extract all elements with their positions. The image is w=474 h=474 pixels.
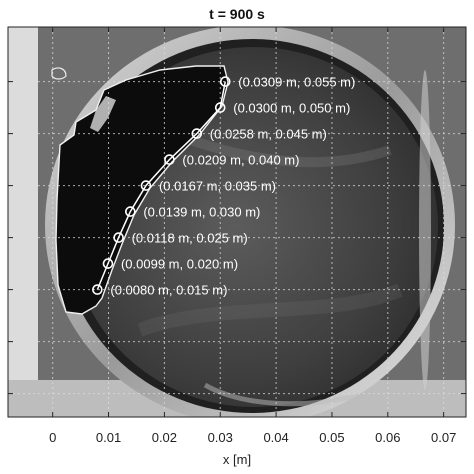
data-label-0: (0.0309 m, 0.055 m) [238, 75, 355, 90]
data-point-7 [102, 258, 114, 269]
plot-frame [7, 26, 467, 418]
data-point-2 [191, 128, 203, 139]
grid-lines [8, 27, 466, 417]
x-tick-label-0: 0 [49, 430, 56, 445]
x-axis-label: x [m] [223, 452, 251, 467]
x-axis-ticks: 0 0.01 0.02 0.03 0.04 0.05 0.06 0.07 [49, 27, 456, 445]
y-axis-ticks [8, 81, 466, 395]
data-label-8: (0.0080 m, 0.015 m) [110, 283, 227, 298]
data-label-3: (0.0209 m, 0.040 m) [182, 153, 299, 168]
data-point-4 [140, 180, 152, 191]
data-label-4: (0.0167 m, 0.035 m) [159, 179, 276, 194]
data-label-7: (0.0099 m, 0.020 m) [121, 257, 238, 272]
x-tick-label-6: 0.06 [375, 430, 400, 445]
x-tick-label-3: 0.03 [208, 430, 233, 445]
x-tick-label-5: 0.05 [319, 430, 344, 445]
data-point-8 [92, 284, 103, 295]
marker-curve [96, 81, 227, 290]
data-label-5: (0.0139 m, 0.030 m) [143, 205, 260, 220]
data-label-1: (0.0300 m, 0.050 m) [233, 101, 350, 116]
data-point-3 [164, 154, 175, 165]
x-tick-label-7: 0.07 [431, 430, 456, 445]
chart-title: t = 900 s [209, 6, 265, 22]
marker-polyline [96, 81, 227, 290]
x-tick-label-4: 0.04 [263, 430, 288, 445]
data-label-6: (0.0118 m, 0.025 m) [132, 231, 248, 246]
data-point-5 [125, 206, 136, 217]
data-point-6 [113, 232, 124, 243]
x-tick-label-1: 0.01 [96, 430, 121, 445]
data-points: (0.0309 m, 0.055 m) (0.0300 m, 0.050 m) (0… [92, 75, 355, 298]
data-point-0 [219, 76, 231, 87]
data-label-2: (0.0258 m, 0.045 m) [210, 127, 327, 142]
data-point-1 [214, 102, 226, 113]
x-tick-label-2: 0.02 [152, 430, 177, 445]
background-photo [8, 27, 466, 417]
